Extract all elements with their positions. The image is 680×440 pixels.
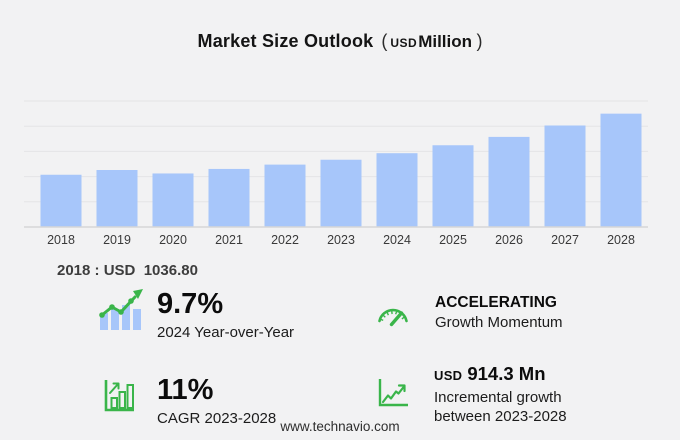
bar-2018 (40, 174, 82, 227)
x-axis-label-2022: 2022 (271, 233, 299, 247)
x-axis-label-2028: 2028 (607, 233, 635, 247)
bar-trend-icon (99, 289, 143, 330)
stat-yoy: 9.7% 2024 Year-over-Year (98, 287, 294, 342)
incremental-amount: 914.3 Mn (467, 363, 546, 384)
base-year-annotation: 2018 : USD 1036.80 (57, 262, 198, 279)
x-axis-label-2021: 2021 (215, 233, 243, 247)
stat-momentum: ACCELERATING Growth Momentum (375, 293, 563, 332)
title-unit: (USDMillion ) (381, 31, 483, 51)
page-title: Market Size Outlook (USDMillion ) (0, 31, 680, 52)
x-axis-label-2023: 2023 (327, 233, 355, 247)
incremental-value: USD 914.3 Mn (434, 363, 567, 385)
bar-2026 (488, 136, 530, 227)
bar-2025 (432, 145, 474, 227)
bar-2020 (152, 173, 194, 227)
incremental-label-line1: Incremental growth (434, 389, 562, 406)
title-unit-bold: Million (418, 32, 473, 51)
bar-2023 (320, 159, 362, 227)
bar-2024 (376, 153, 418, 227)
momentum-label: Growth Momentum (435, 314, 563, 332)
x-axis-label-2020: 2020 (159, 233, 187, 247)
bar-2019 (96, 169, 138, 227)
incremental-currency: USD (434, 368, 463, 383)
yoy-label: 2024 Year-over-Year (157, 324, 295, 341)
bar-2022 (264, 164, 306, 227)
x-axis-label-2026: 2026 (495, 233, 523, 247)
title-main: Market Size Outlook (197, 31, 374, 51)
incremental-label-line2: between 2023-2028 (434, 408, 567, 425)
stat-incremental: USD 914.3 Mn Incremental growth between … (378, 361, 567, 426)
title-unit-small: USD (390, 36, 418, 50)
title-paren-close: ) (476, 31, 483, 51)
speedometer-icon (378, 308, 408, 327)
market-size-bar-chart: 2018 2019 2020 2021 2022 2023 2024 2025 2026 2027… (24, 100, 648, 247)
bar-2027 (544, 125, 586, 227)
yoy-value: 9.7% (157, 288, 224, 320)
bar-2021 (208, 168, 250, 227)
bar-growth-icon (104, 380, 134, 412)
momentum-value: ACCELERATING (435, 294, 557, 311)
x-axis-label-2027: 2027 (551, 233, 579, 247)
title-paren-open: ( (381, 31, 388, 51)
x-axis-label-2024: 2024 (383, 233, 411, 247)
cagr-label: CAGR 2023-2028 (157, 410, 277, 427)
x-axis-label-2025: 2025 (439, 233, 467, 247)
bar-2028 (600, 113, 642, 227)
line-growth-icon (378, 379, 408, 407)
cagr-value: 11% (157, 374, 214, 406)
x-axis-label-2019: 2019 (103, 233, 131, 247)
website-url: www.technavio.com (280, 419, 400, 434)
x-axis-label-2018: 2018 (47, 233, 75, 247)
stat-cagr: 11% CAGR 2023-2028 (104, 374, 276, 428)
